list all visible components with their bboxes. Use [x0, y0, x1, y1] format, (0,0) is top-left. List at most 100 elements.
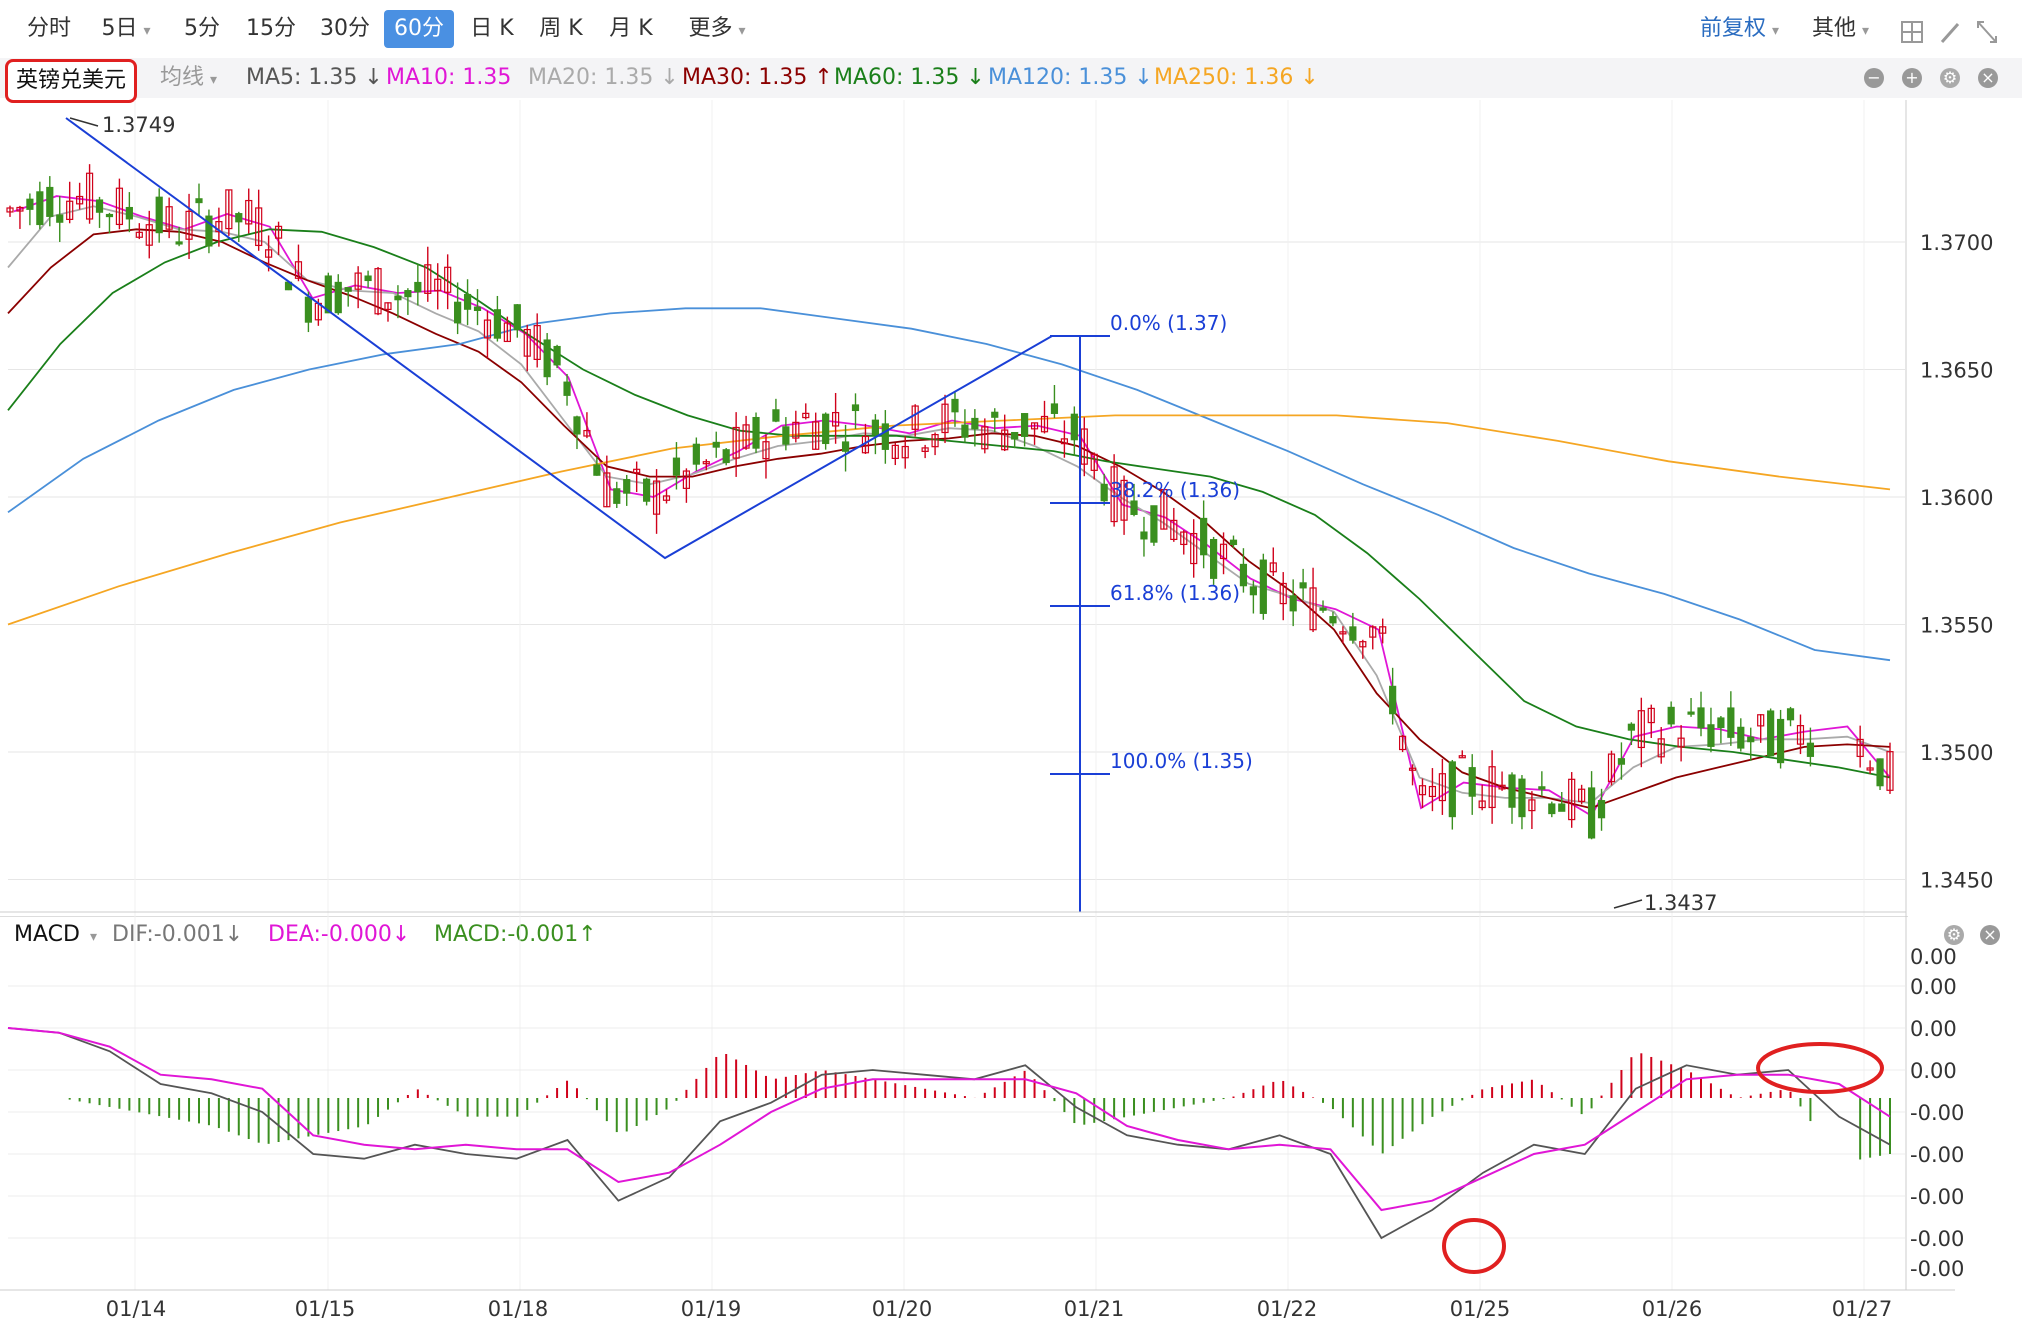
tab-5day[interactable]: 5日 ▾ [86, 10, 166, 48]
chevron-down-icon[interactable]: ▾ [90, 929, 98, 945]
candles [6, 164, 1894, 840]
candle-body [792, 421, 800, 439]
period-toolbar: 分时 5日 ▾ 5分 15分 30分 60分 日 K 周 K 月 K 更多 ▾ 前复… [0, 0, 2022, 58]
candle-body [1190, 532, 1198, 565]
candle-body [712, 441, 720, 448]
candle-body [1707, 724, 1715, 747]
candle-body [1120, 479, 1128, 521]
candle-body [46, 186, 54, 217]
tab-30min[interactable]: 30分 [320, 16, 370, 41]
other-dropdown[interactable]: 其他 ▾ [1812, 10, 1869, 48]
candle-body [513, 304, 521, 331]
macd-title[interactable]: MACD [14, 922, 80, 947]
tab-monthly-k[interactable]: 月 K [609, 16, 653, 41]
candle-body [334, 281, 342, 314]
ma-type-dropdown[interactable]: 均线 ▾ [160, 58, 217, 98]
chevron-down-icon: ▾ [1862, 23, 1870, 39]
candle-body [125, 206, 133, 220]
candle-body [1538, 786, 1546, 790]
candle-body [274, 225, 283, 239]
candle-body [633, 468, 641, 474]
candle-body [1498, 784, 1506, 790]
candle-body [1021, 413, 1029, 437]
candle-body [732, 426, 740, 459]
tab-15min[interactable]: 15分 [246, 16, 296, 41]
candle-body [16, 206, 24, 212]
candle-body [1558, 803, 1566, 812]
y-tick-label: 1.3500 [1920, 741, 1993, 765]
candle-body [941, 403, 949, 434]
gear-icon[interactable]: ⚙ [1940, 68, 1960, 88]
x-tick-label: 01/26 [1642, 1297, 1703, 1321]
tab-intraday[interactable]: 分时 [26, 16, 71, 41]
candle-body [115, 187, 124, 226]
x-tick-label: 01/14 [106, 1297, 167, 1321]
plus-icon[interactable]: + [1902, 68, 1922, 88]
candle-body [543, 339, 551, 378]
candle-body [1200, 517, 1208, 556]
candle-body [1697, 707, 1705, 729]
candle-body [1468, 767, 1476, 797]
tab-60min[interactable]: 60分 [384, 10, 454, 48]
candle-body [1886, 751, 1894, 791]
candle-body [444, 266, 452, 293]
candle-body [66, 200, 74, 220]
candle-body [722, 449, 730, 464]
candle-body [1448, 761, 1456, 818]
low-arrow [1613, 899, 1643, 909]
candle-body [105, 213, 114, 218]
candle-body [991, 411, 999, 418]
tab-weekly-k[interactable]: 周 K [539, 16, 583, 41]
candle-body [364, 275, 372, 282]
candle-body [225, 189, 233, 230]
candle-body [643, 478, 651, 502]
candle-body [1806, 742, 1815, 757]
adjust-dropdown[interactable]: 前复权 ▾ [1700, 10, 1779, 48]
candle-body [971, 417, 979, 430]
candle-body [762, 441, 770, 460]
fib-level-label: 0.0% (1.37) [1110, 311, 1227, 335]
grid-lines [8, 100, 1905, 1290]
fib-level-label: 100.0% (1.35) [1110, 749, 1253, 773]
candle-body [583, 429, 591, 437]
dif-line [7, 1027, 1891, 1240]
close-icon[interactable]: × [1980, 925, 2000, 945]
user-drawings: 0.0% (1.37) 38.2% (1.36) 61.8% (1.36) 100.0… [65, 113, 1717, 915]
candle-body [195, 198, 203, 204]
candle-body [1090, 453, 1098, 471]
gear-icon[interactable]: ⚙ [1944, 925, 1964, 945]
candle-body [245, 199, 253, 225]
macd-y-tick: -0.00 [1910, 1143, 1964, 1167]
candle-body [85, 172, 94, 220]
more-menu[interactable]: 更多 ▾ [672, 10, 762, 48]
candle-body [921, 447, 929, 452]
tab-5min[interactable]: 5分 [184, 16, 220, 41]
candle-body [135, 231, 143, 238]
candle-body [1319, 607, 1327, 611]
tab-daily-k[interactable]: 日 K [470, 16, 514, 41]
candle-body [1627, 723, 1635, 731]
close-icon[interactable]: × [1978, 68, 1998, 88]
candle-body [1428, 785, 1437, 798]
candle-body [1279, 582, 1287, 605]
macd-y-tick: -0.00 [1910, 1101, 1964, 1125]
candle-body [324, 275, 332, 314]
candle-body [1687, 711, 1695, 715]
candle-body [1458, 755, 1466, 759]
ma-type-label: 均线 [160, 65, 205, 90]
candle-body [1389, 685, 1397, 715]
candle-body [1737, 726, 1745, 749]
candle-body [1030, 422, 1039, 430]
candle-body [672, 457, 681, 476]
minus-icon[interactable]: − [1864, 68, 1884, 88]
ma20-label: MA20: 1.35 ↓ [528, 65, 679, 90]
candle-body [404, 290, 412, 298]
candle-body [593, 464, 601, 476]
trend-line [65, 117, 1053, 560]
candle-body [1040, 415, 1049, 433]
candle-body [1379, 626, 1387, 634]
candle-body [662, 495, 671, 501]
candle-body [1140, 531, 1148, 540]
symbol-name[interactable]: 英镑兑美元 [5, 59, 138, 103]
candle-body [772, 409, 780, 422]
